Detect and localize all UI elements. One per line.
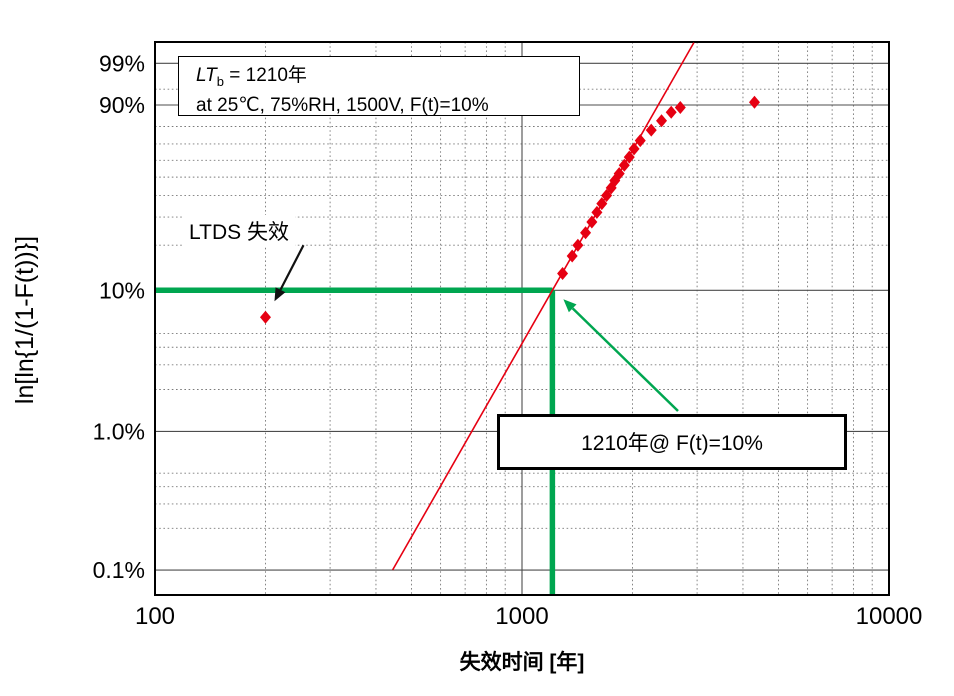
x-tick-label: 10000	[856, 603, 923, 630]
y-tick-label: 99%	[99, 50, 145, 76]
ltds-failure-label: LTDS 失效	[183, 215, 295, 247]
ltds-arrow-head	[274, 287, 286, 302]
data-point-diamond	[645, 123, 657, 137]
reference-arrow	[571, 307, 679, 412]
x-tick-label: 1000	[495, 603, 548, 630]
data-point-diamond	[623, 150, 635, 164]
data-point-diamond	[572, 238, 584, 252]
plot-frame	[154, 41, 890, 596]
data-point-diamond	[674, 101, 686, 115]
data-point-diamond	[601, 188, 613, 202]
ltds-arrow	[279, 244, 305, 291]
y-tick-label: 90%	[99, 92, 145, 118]
y-tick-label: 0.1%	[93, 557, 145, 583]
info-box-line2: at 25℃, 75%RH, 1500V, F(t)=10%	[196, 94, 489, 116]
info-box-line1: LTb = 1210年	[196, 64, 579, 94]
data-point-diamond	[613, 167, 625, 181]
parameter-annotation-box: LTb = 1210年 at 25℃, 75%RH, 1500V, F(t)=1…	[178, 56, 580, 116]
data-point-diamond	[665, 105, 677, 119]
data-point-diamond	[557, 267, 569, 281]
ltb-symbol: LT	[196, 65, 217, 86]
reference-callout-box: 1210年@ F(t)=10%	[497, 414, 847, 470]
data-point-diamond	[634, 134, 646, 148]
data-point-diamond	[566, 249, 578, 263]
x-tick-label: 100	[135, 603, 175, 630]
x-axis-title: 失效时间 [年]	[459, 651, 585, 674]
reference-arrow-head	[563, 299, 577, 313]
y-tick-label: 1.0%	[93, 418, 145, 444]
y-tick-label: 10%	[99, 277, 145, 303]
data-point-diamond	[656, 114, 668, 128]
data-point-diamond	[259, 310, 271, 324]
ltb-subscript: b	[216, 73, 224, 89]
y-axis-title: ln[ln{1/(1-F(t))}]	[11, 235, 39, 405]
weibull-fit-line	[391, 42, 695, 571]
data-point-diamond	[596, 197, 608, 211]
data-point-diamond	[628, 142, 640, 156]
data-point-diamond	[586, 215, 598, 229]
data-point-diamond	[580, 226, 592, 240]
data-point-diamond	[748, 95, 760, 109]
data-point-diamond	[618, 158, 630, 172]
data-point-diamond	[591, 205, 603, 219]
ltb-value: = 1210年	[224, 65, 307, 86]
